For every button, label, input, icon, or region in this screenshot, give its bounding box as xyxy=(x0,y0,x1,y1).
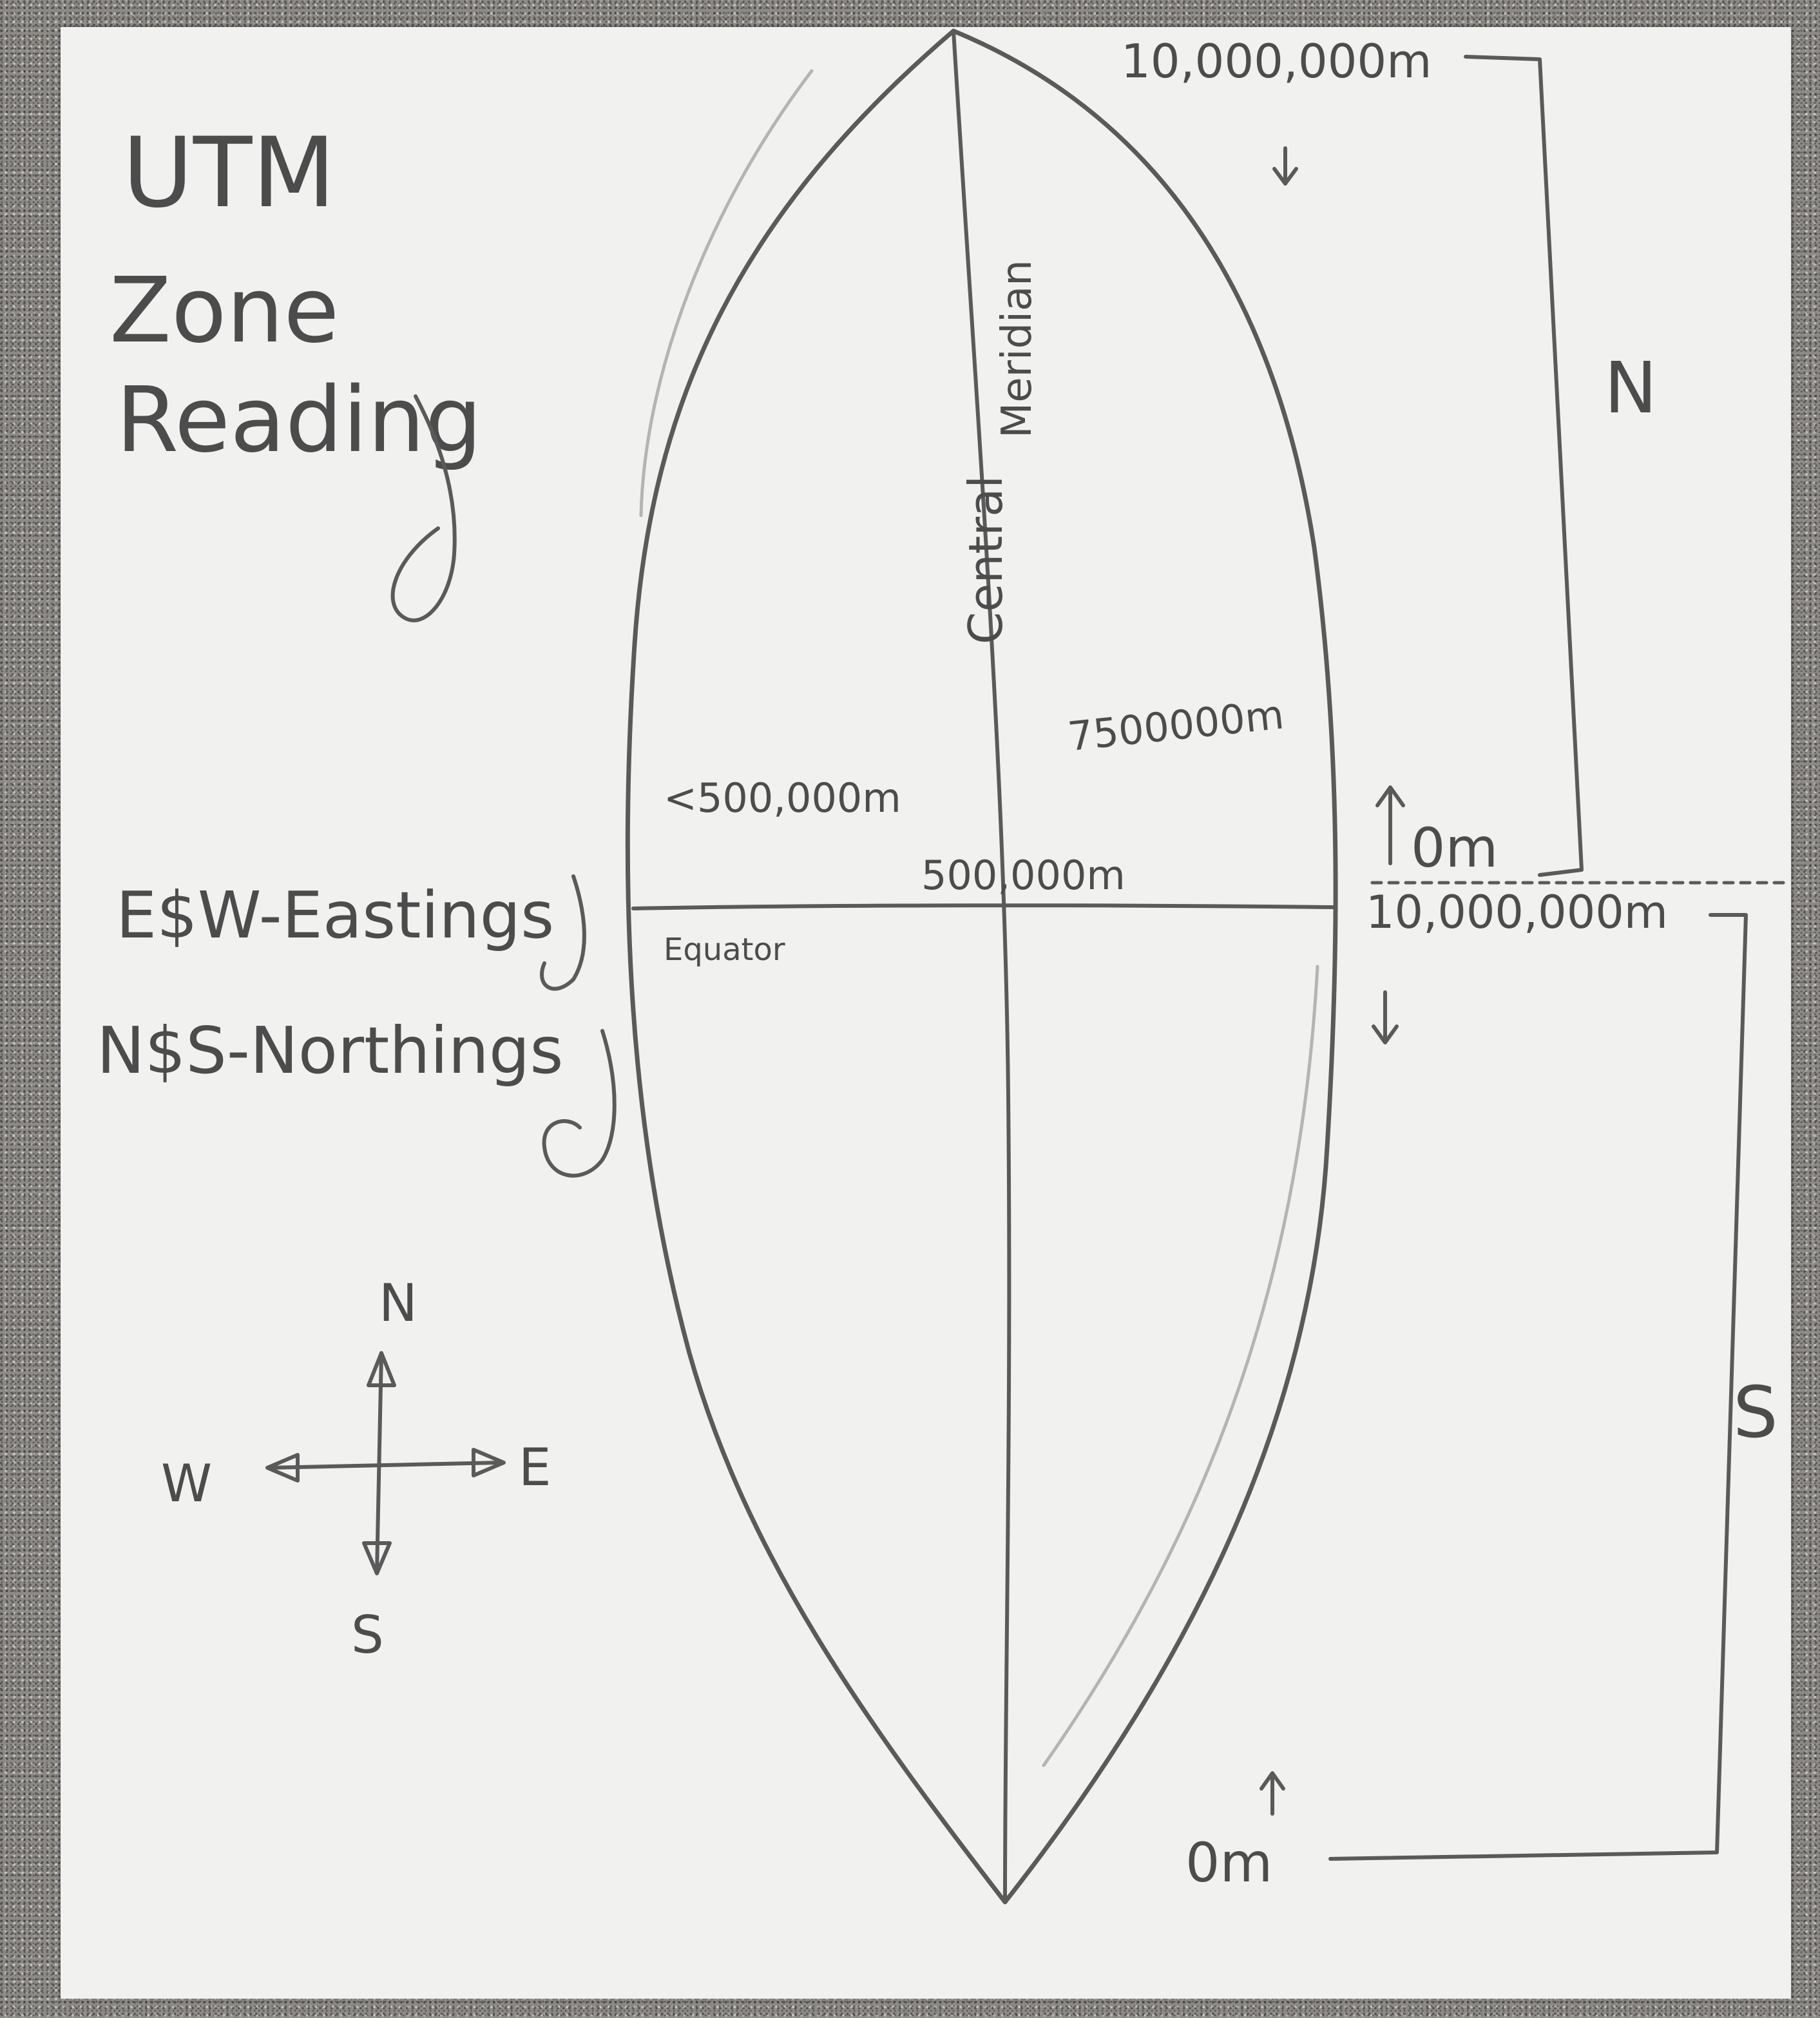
northings-note: N$S-Northings xyxy=(97,1013,563,1088)
central-meridian-line xyxy=(952,29,1011,1904)
north-scale-top-value: 10,000,000m xyxy=(1121,34,1432,88)
zone-west-boundary xyxy=(625,28,1008,1905)
compass-rose: N S E W xyxy=(161,1273,551,1665)
compass-west-label: W xyxy=(161,1454,212,1514)
south-scale-down-arrow-icon xyxy=(1372,990,1399,1044)
title-line-3: Reading xyxy=(116,368,482,473)
eastings-note: E$W-Eastings xyxy=(116,878,554,953)
compass-south-label: S xyxy=(351,1605,384,1665)
west-easting-label: <500,000m xyxy=(664,774,901,822)
north-scale-down-arrow-icon xyxy=(1272,146,1298,186)
central-meridian-label-1: Central xyxy=(959,476,1013,644)
south-scale: 10,000,000m S 0m xyxy=(1185,886,1778,1894)
zone-construction-line-west xyxy=(639,69,814,517)
notes-block: E$W-Eastings N$S-Northings xyxy=(97,874,617,1178)
east-easting-label: 7500000m xyxy=(1066,691,1286,760)
compass-east-label: E xyxy=(519,1437,551,1497)
paper-sheet xyxy=(61,27,1791,1999)
compass-south-arrow-icon xyxy=(362,1541,392,1575)
south-scale-label: S xyxy=(1733,1371,1778,1454)
utm-zone-lens xyxy=(625,28,1338,1905)
north-scale-label: N xyxy=(1604,347,1657,429)
central-meridian-label-2: Meridian xyxy=(993,260,1041,438)
zone-east-boundary xyxy=(951,28,1338,1905)
title-block: UTM Zone Reading xyxy=(110,117,482,622)
eastings-hook-mark xyxy=(540,874,586,991)
north-scale: 10,000,000m N 0m xyxy=(1121,34,1657,879)
north-scale-bracket xyxy=(1464,55,1584,877)
compass-north-arrow-icon xyxy=(367,1351,396,1387)
north-scale-up-arrow-icon xyxy=(1375,785,1405,865)
zone-construction-line-east xyxy=(1042,965,1319,1767)
north-scale-bottom-value: 0m xyxy=(1411,816,1498,879)
south-scale-bracket xyxy=(1328,913,1748,1861)
title-line-1: UTM xyxy=(122,117,336,229)
northings-hook-mark xyxy=(542,1029,617,1178)
south-scale-up-arrow-icon xyxy=(1260,1771,1285,1816)
south-scale-top-value: 10,000,000m xyxy=(1366,886,1668,939)
equator-label: Equator xyxy=(664,932,785,968)
compass-east-arrow-icon xyxy=(472,1448,506,1477)
center-easting-label: 500,000m xyxy=(921,852,1126,899)
equator-line xyxy=(631,903,1336,910)
title-line-2: Zone xyxy=(110,258,339,363)
compass-north-label: N xyxy=(379,1273,417,1333)
compass-horizontal-line xyxy=(269,1461,501,1470)
compass-vertical-line xyxy=(375,1351,383,1574)
compass-west-arrow-icon xyxy=(265,1453,300,1483)
south-scale-bottom-value: 0m xyxy=(1185,1831,1272,1894)
title-hook-mark xyxy=(390,394,457,622)
